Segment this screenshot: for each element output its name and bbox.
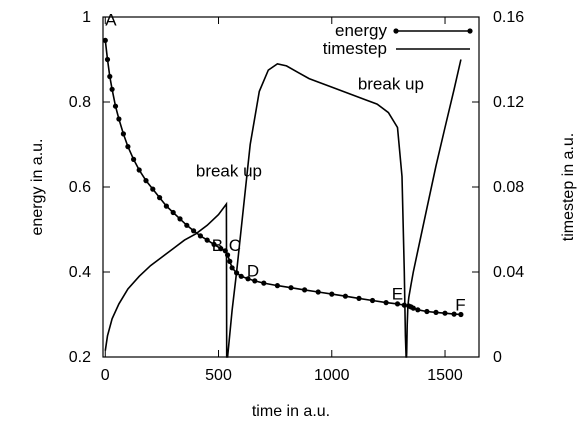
y-tick-label: 0.6 [69,179,91,196]
data-point-energy [410,305,416,311]
x-tick-label: 1000 [314,367,350,384]
data-point-energy [369,297,376,304]
data-point-energy [302,287,308,293]
data-point-energy [184,222,190,228]
annotation-label: A [105,11,117,30]
data-point-energy [261,280,267,286]
data-point-energy [356,295,362,301]
data-point-energy [274,283,280,289]
y2-tick-label: 0.16 [493,9,524,26]
legend: energy timestep [323,21,473,58]
data-point-energy [191,228,197,234]
data-point-energy [116,116,122,122]
data-point-energy [150,186,156,192]
data-point-energy [143,178,149,184]
annotation-label: break up [196,161,262,180]
data-point-energy [204,237,210,243]
annotation-label: C [229,236,241,255]
legend-marker-energy-left [393,28,399,34]
annotation-label: D [247,261,259,280]
annotation-label: F [455,295,465,314]
data-point-energy [104,56,111,63]
y-tick-label: 1 [82,9,91,26]
plot-frame [102,16,480,358]
data-point-energy [229,265,235,271]
x-tick-label: 0 [101,367,110,384]
data-point-energy [107,73,113,80]
data-point-energy [458,311,464,318]
series-line-timestep [104,59,462,358]
annotation-label: break up [358,74,424,93]
annotation-label: B [212,236,223,255]
y2-tick-label: 0.12 [493,94,524,111]
x-tick-label: 500 [205,367,232,384]
data-point-energy [329,291,335,297]
data-point-energy [136,167,142,173]
data-point-energy [109,86,115,92]
y2-tick-label: 0.08 [493,179,524,196]
data-point-energy [315,289,321,295]
series-layer [102,37,464,358]
data-point-energy [197,233,203,239]
data-point-energy [163,203,169,209]
x-axis-label: time in a.u. [252,403,330,420]
y2-axis-label: timestep in a.u. [560,133,577,242]
data-point-energy [424,308,430,315]
y2-tick-label: 0 [493,349,502,366]
y2-tick-label: 0.04 [493,264,524,281]
data-point-energy [125,144,131,150]
annotation-label: E [392,285,403,304]
y-axis-label: energy in a.u. [29,139,46,236]
data-point-energy [394,301,401,307]
y-tick-label: 0.2 [69,349,91,366]
data-point-energy [170,209,176,216]
data-point-energy [102,37,108,44]
data-point-energy [157,195,163,201]
data-point-energy [288,285,294,291]
legend-label-energy: energy [335,21,387,40]
data-point-energy [238,273,244,279]
data-point-energy [177,216,183,222]
y-tick-label: 0.4 [69,264,91,281]
legend-label-timestep: timestep [323,39,387,58]
legend-marker-energy-right [467,28,473,34]
data-point-energy [211,241,217,247]
data-point-energy [131,156,137,162]
y-tick-label: 0.8 [69,94,91,111]
data-point-energy [252,278,258,284]
data-point-energy [245,276,251,282]
data-point-energy [120,131,126,137]
data-point-energy [342,293,348,299]
data-point-energy [415,307,421,313]
data-point-energy [433,309,439,315]
data-point-energy [442,310,448,316]
data-point-energy [112,103,119,109]
data-point-energy [383,300,389,306]
x-tick-label: 1500 [427,367,463,384]
data-point-energy [218,246,224,252]
data-point-energy [227,258,233,264]
tick-labels-layer: 0 500 1000 1500 0.2 0.4 0.6 0.8 1 0 0.04 0.08 0.12 0.… [69,9,524,384]
data-point-energy [451,311,457,317]
